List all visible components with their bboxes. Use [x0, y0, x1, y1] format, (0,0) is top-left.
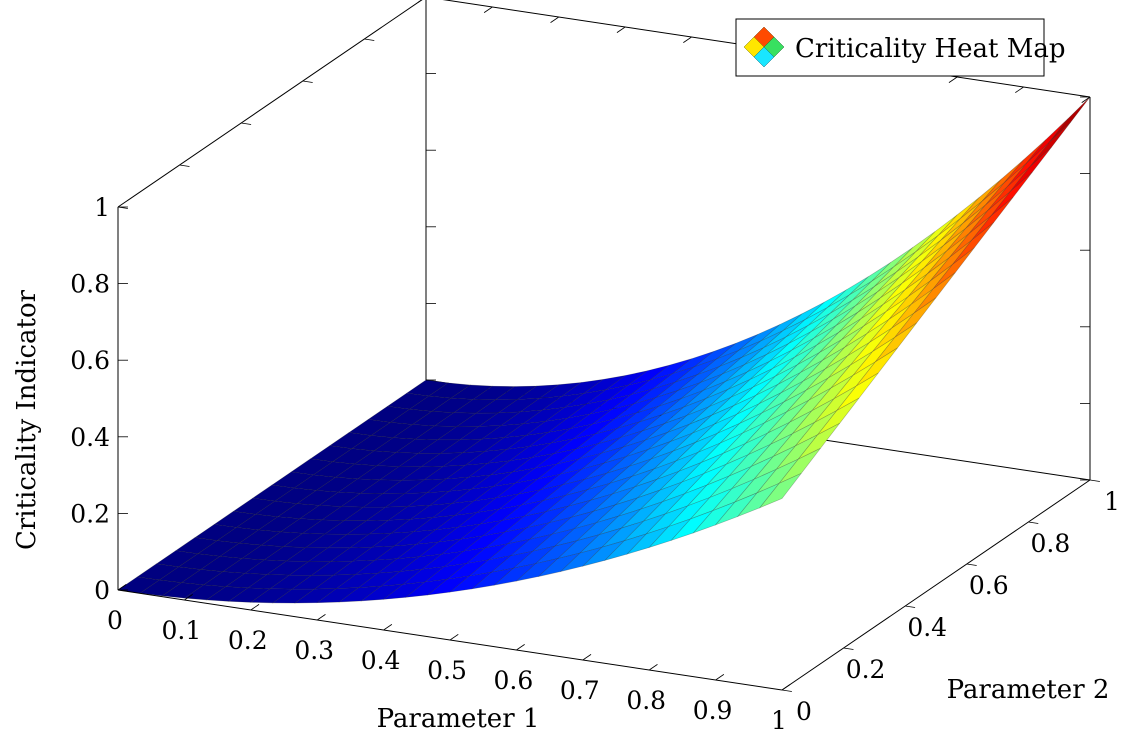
y-tick-mark	[1089, 479, 1100, 482]
x-tick-label: 0.1	[162, 616, 202, 645]
x-tick-label: 0.6	[494, 666, 534, 695]
y-tick-mark	[843, 647, 854, 650]
z-tick-label: 0.4	[70, 423, 110, 452]
z-tick-label: 0	[94, 576, 110, 605]
y-tick-mark	[1028, 521, 1039, 524]
y-tick-label: 0.6	[969, 571, 1009, 600]
y-axis-line	[781, 479, 1091, 691]
x-tick-mark	[781, 684, 791, 691]
surface-patch	[1026, 118, 1069, 164]
surface-patch	[758, 473, 802, 509]
x-tick-label: 0.8	[626, 686, 666, 715]
y-tick-mark-back	[179, 164, 190, 167]
x-tick-label: 0	[107, 606, 123, 635]
x-tick-mark	[250, 604, 260, 611]
x-tick-mark-back	[1015, 86, 1024, 93]
y-tick-mark-back	[241, 122, 252, 125]
x-tick-mark-back	[616, 26, 626, 33]
z-tick-label: 0.2	[70, 499, 110, 528]
x-tick-label: 0.7	[560, 676, 600, 705]
y-tick-mark-back	[302, 80, 313, 83]
x-tick-mark	[184, 594, 193, 601]
x-tick-mark	[648, 664, 658, 671]
legend-swatch-icon	[743, 26, 785, 68]
surface-patch	[1048, 96, 1091, 144]
axis-ticks: 0 0.1 0.2 0.3 0.4 0.5 0.6 0.7 0.8 0.9 1 00.20.40.60…	[70, 0, 1120, 735]
y-tick-mark-back	[364, 38, 375, 41]
z-tick-label: 0.8	[70, 270, 110, 299]
y-tick-mark	[781, 689, 792, 692]
y-axis-title: Parameter 2	[947, 675, 1110, 705]
frame-edge	[117, 0, 423, 208]
x-tick-label: 0.2	[228, 626, 268, 655]
legend-box	[735, 18, 1045, 77]
x-tick-label: 0.5	[427, 656, 467, 685]
x-tick-mark	[383, 624, 393, 631]
surface-patch	[1006, 142, 1049, 188]
x-tick-label: 0.4	[361, 646, 401, 675]
surface-mesh	[117, 96, 1091, 604]
x-tick-label: 1	[771, 706, 787, 735]
legend-label: Criticality Heat Map	[795, 34, 1066, 64]
x-tick-label: 0.9	[693, 696, 733, 725]
y-tick-label: 0.4	[907, 613, 947, 642]
surface-patch	[1009, 146, 1052, 192]
z-tick-label: 1	[94, 193, 110, 222]
x-tick-mark-back	[483, 6, 493, 13]
y-tick-label: 0.8	[1031, 529, 1071, 558]
y-tick-mark	[966, 563, 977, 566]
x-tick-mark-back	[948, 76, 958, 83]
x-tick-mark	[449, 634, 459, 641]
y-tick-mark	[905, 605, 916, 608]
x-tick-mark-back	[550, 16, 560, 23]
x-tick-mark-back	[417, 0, 423, 3]
legend: Criticality Heat Map	[735, 18, 1066, 77]
z-tick-label: 0.6	[70, 346, 110, 375]
z-axis-title: Criticality Indicator	[12, 289, 42, 550]
y-tick-label: 0.2	[846, 655, 886, 684]
x-tick-mark	[117, 584, 127, 591]
x-tick-label: 0.3	[294, 636, 334, 665]
x-axis-title: Parameter 1	[377, 704, 540, 734]
x-tick-mark	[516, 644, 525, 651]
x-tick-mark-back	[683, 36, 692, 43]
x-tick-mark-back	[1081, 96, 1091, 103]
x-tick-mark	[316, 614, 326, 621]
x-tick-mark	[582, 654, 592, 661]
y-tick-label: 0	[796, 697, 812, 726]
surface-patch	[1029, 121, 1071, 168]
x-tick-mark	[715, 674, 725, 681]
y-tick-label: 1	[1104, 487, 1120, 516]
